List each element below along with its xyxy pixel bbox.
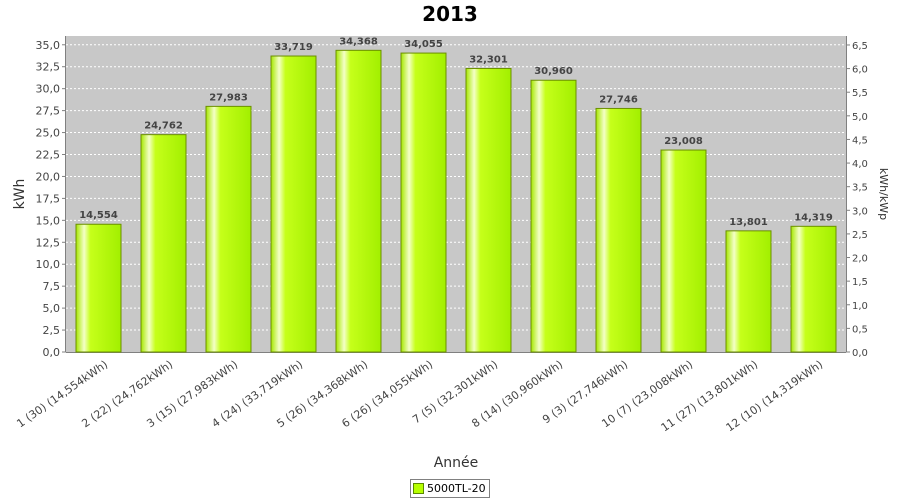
chart-title: 2013: [422, 2, 478, 26]
y-tick-label: 22,5: [36, 149, 61, 162]
bar-value-label: 32,301: [469, 54, 508, 65]
bar-value-label: 14,554: [79, 210, 118, 221]
y-tick-label: 17,5: [36, 192, 61, 205]
legend-swatch: [413, 483, 424, 494]
bar: [530, 79, 577, 353]
bar: [595, 107, 642, 353]
bar: [465, 67, 512, 353]
y-tick-label: 30,0: [36, 83, 61, 96]
bar: [75, 223, 122, 353]
y-tick-label: 7,5: [43, 280, 61, 293]
chart-svg: 0,0 2,5 5,0 7,5 10,0 12,5 15,0 17,5 20,0 22,5 25,0…: [12, 36, 890, 471]
y-axis-title: kWh: [12, 179, 28, 210]
y2-tick-label: 1,0: [852, 301, 868, 312]
bar-value-label: 33,719: [274, 42, 313, 53]
y2-tick-label: 6,5: [852, 41, 868, 52]
bar-value-label: 30,960: [534, 66, 573, 77]
y2-tick-label: 5,5: [852, 88, 868, 99]
bar-value-label: 34,368: [339, 36, 378, 47]
y-tick-label: 15,0: [36, 214, 61, 227]
y2-tick-label: 3,0: [852, 206, 868, 217]
bar: [790, 225, 837, 353]
bar-value-label: 34,055: [404, 39, 443, 50]
bar: [400, 52, 447, 353]
bar: [140, 134, 187, 353]
y-tick-label: 0,0: [43, 346, 61, 359]
y2-axis-title: kWh/kWp: [877, 168, 890, 220]
bar: [335, 49, 382, 353]
x-axis-title: Année: [434, 455, 479, 471]
y-tick-label: 12,5: [36, 236, 61, 249]
y-tick-label: 27,5: [36, 105, 61, 118]
y2-tick-label: 6,0: [852, 65, 868, 76]
bar-value-label: 24,762: [144, 121, 183, 132]
y2-tick-label: 2,0: [852, 254, 868, 265]
bar-value-label: 27,746: [599, 94, 638, 105]
y-tick-label: 10,0: [36, 258, 61, 271]
y-tick-label: 25,0: [36, 127, 61, 140]
bar: [205, 105, 252, 353]
bar: [660, 149, 707, 353]
y2-tick-label: 5,0: [852, 112, 868, 123]
y2-tick-label: 1,5: [852, 277, 868, 288]
y-tick-label: 2,5: [43, 324, 61, 337]
bar: [270, 55, 317, 353]
y-tick-label: 35,0: [36, 39, 61, 52]
y2-tick-label: 4,0: [852, 159, 868, 170]
bar-value-label: 14,319: [794, 212, 833, 223]
y2-tick-label: 3,5: [852, 183, 868, 194]
legend: 5000TL-20: [410, 479, 490, 498]
y2-tick-label: 0,5: [852, 324, 868, 335]
y2-tick-label: 0,0: [852, 348, 868, 359]
bar-value-label: 23,008: [664, 136, 703, 147]
bar: [725, 230, 772, 353]
legend-label: 5000TL-20: [427, 482, 486, 495]
y-tick-label: 20,0: [36, 170, 61, 183]
y-tick-label: 32,5: [36, 61, 61, 74]
bar-value-label: 27,983: [209, 92, 248, 103]
y2-tick-label: 2,5: [852, 230, 868, 241]
bar-value-label: 13,801: [729, 217, 768, 228]
y-tick-label: 5,0: [43, 302, 61, 315]
y2-tick-label: 4,5: [852, 135, 868, 146]
